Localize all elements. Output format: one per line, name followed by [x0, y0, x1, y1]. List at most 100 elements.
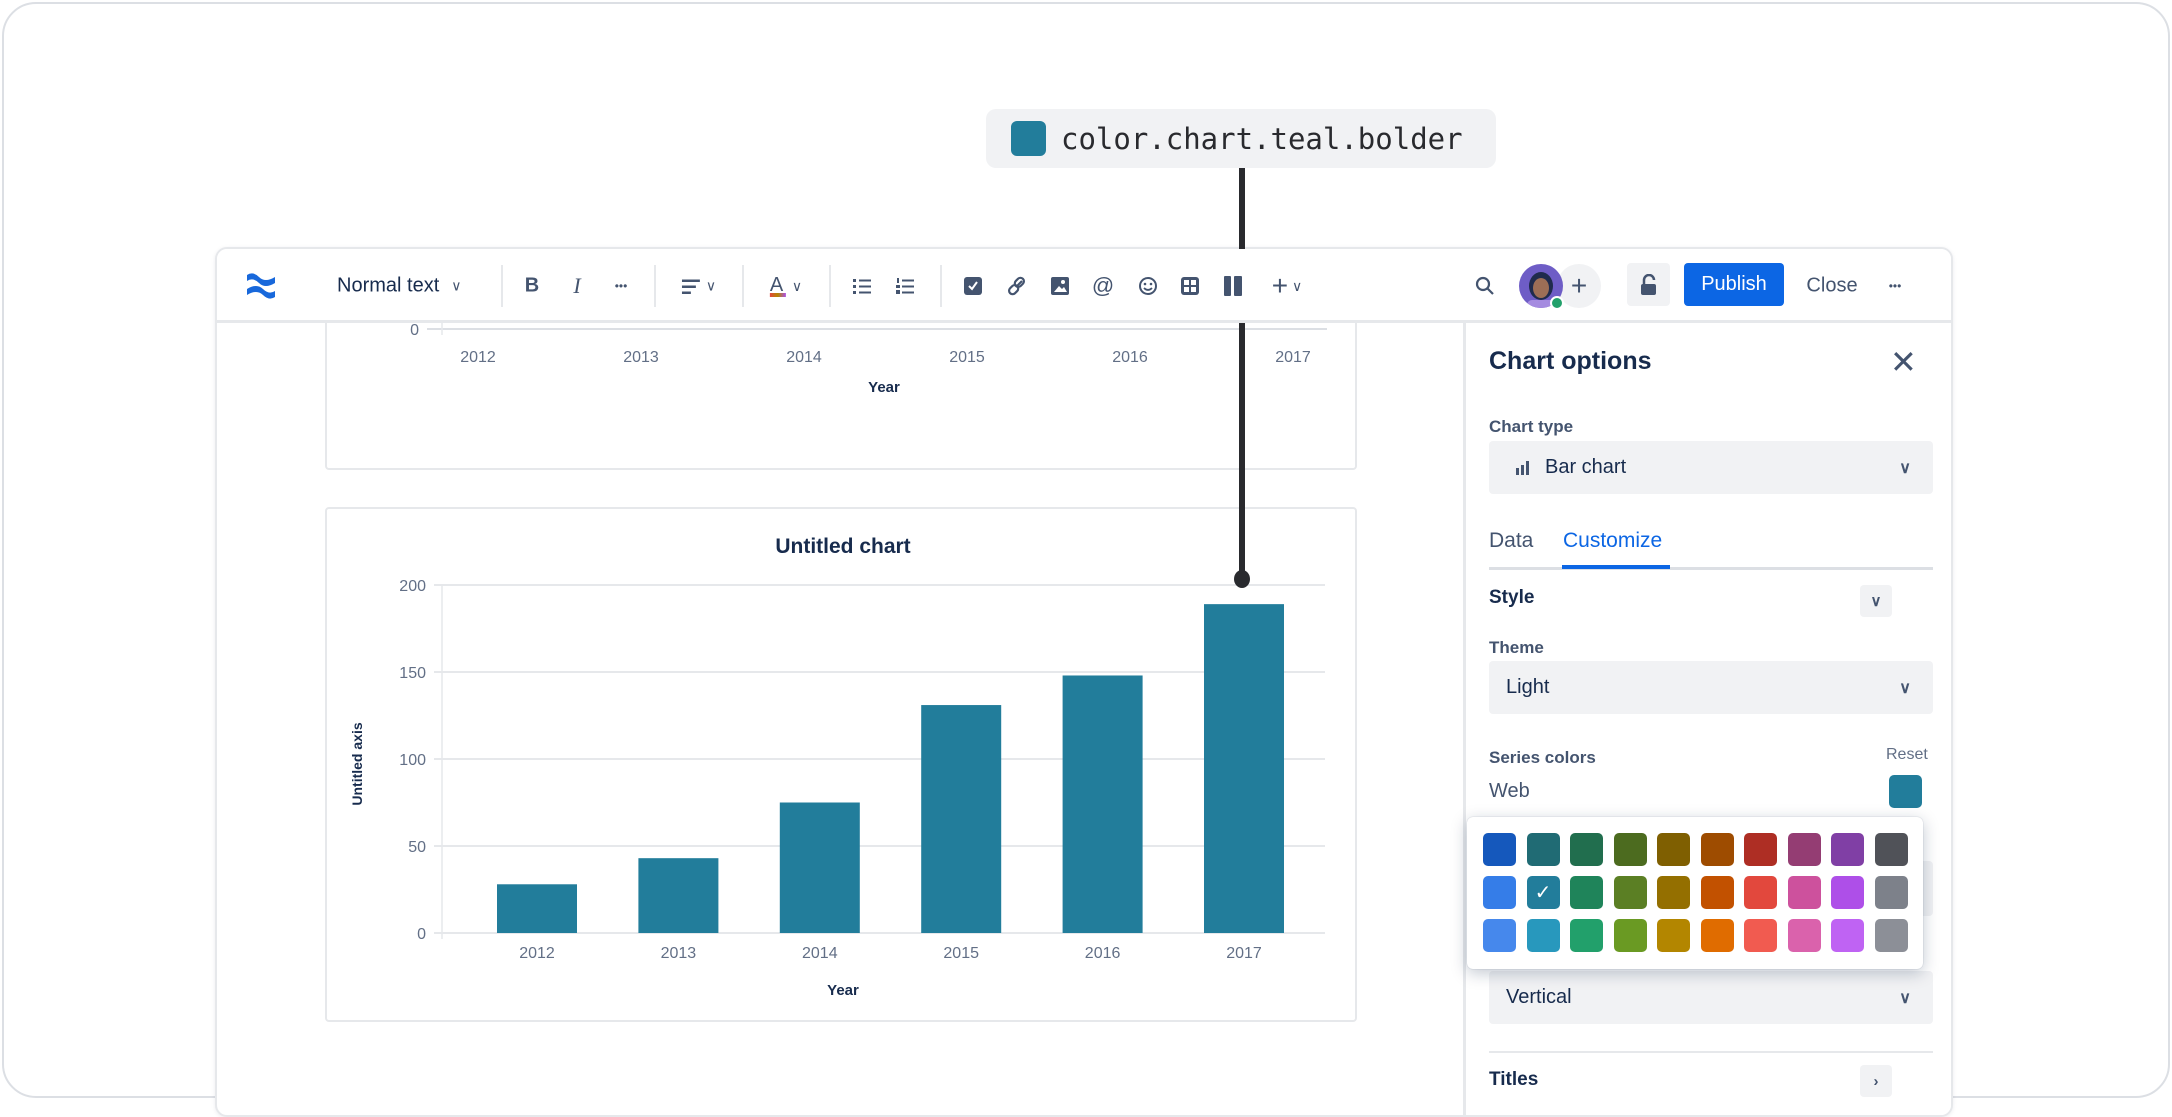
color-swatch[interactable]: [1831, 919, 1864, 952]
confluence-logo-icon[interactable]: [245, 271, 277, 301]
publish-button[interactable]: Publish: [1684, 263, 1784, 306]
series-name: Web: [1489, 780, 1530, 802]
color-swatch[interactable]: [1613, 919, 1647, 952]
chart-type-label: Chart type: [1489, 417, 1574, 436]
svg-text:A: A: [770, 274, 784, 296]
divider: [501, 265, 503, 307]
theme-value: Light: [1506, 676, 1550, 698]
color-swatch[interactable]: [1657, 833, 1690, 866]
search-button[interactable]: [1475, 276, 1495, 296]
bar: [497, 884, 577, 933]
align-left-icon: [681, 279, 700, 294]
alignment-button[interactable]: ∨: [681, 278, 716, 295]
color-swatch[interactable]: [1613, 876, 1647, 909]
color-token-callout: color.chart.teal.bolder: [986, 109, 1496, 168]
color-swatch[interactable]: [1483, 833, 1516, 866]
close-panel-icon[interactable]: ✕: [1890, 344, 1917, 380]
x-tick-label: 2013: [623, 349, 659, 366]
layout-button[interactable]: [1224, 276, 1242, 296]
chart-title: Untitled chart: [775, 535, 910, 558]
token-name: color.chart.teal.bolder: [1061, 121, 1463, 156]
color-swatch[interactable]: [1570, 919, 1603, 952]
x-tick-label: 2016: [1085, 945, 1121, 962]
plus-icon: +: [1271, 270, 1289, 301]
color-swatch[interactable]: [1831, 833, 1864, 866]
color-swatch[interactable]: [1483, 919, 1516, 952]
color-swatch[interactable]: [1570, 833, 1603, 866]
table-icon: [1181, 277, 1199, 295]
bar-chart-card[interactable]: Untitled chart 0 50 100 150 200 2012 2013 2014 20…: [325, 507, 1357, 1022]
tab-data[interactable]: Data: [1489, 529, 1534, 552]
orientation-select[interactable]: Vertical ∨: [1489, 971, 1933, 1024]
tab-customize[interactable]: Customize: [1563, 529, 1663, 552]
color-swatch[interactable]: [1526, 919, 1560, 952]
text-color-button[interactable]: A ∨: [768, 274, 802, 298]
reset-colors-link[interactable]: Reset: [1886, 746, 1928, 763]
color-swatch[interactable]: [1831, 876, 1864, 909]
series-color-swatch[interactable]: [1889, 775, 1922, 808]
bullet-list-button[interactable]: [853, 278, 871, 294]
bar-chart-icon: [1516, 460, 1529, 475]
color-swatch[interactable]: [1613, 833, 1647, 866]
text-style-label: Normal text: [337, 274, 440, 297]
bar-chart: Untitled chart 0 50 100 150 200 2012 2013 2014 20…: [349, 535, 1325, 999]
link-button[interactable]: [1007, 276, 1027, 296]
color-swatch[interactable]: [1874, 876, 1908, 909]
bold-button[interactable]: B: [524, 274, 540, 297]
bar: [638, 858, 719, 933]
y-axis-title: Untitled axis: [349, 722, 365, 805]
color-palette-popup: ✓: [1467, 817, 1923, 969]
numbered-list-button[interactable]: [896, 278, 914, 294]
token-swatch: [1011, 121, 1046, 156]
bar: [1062, 675, 1143, 933]
color-swatch[interactable]: [1526, 833, 1560, 866]
color-swatch[interactable]: [1570, 876, 1603, 909]
color-swatch[interactable]: [1874, 919, 1908, 952]
divider: [742, 265, 744, 307]
color-swatch[interactable]: ✓: [1526, 876, 1560, 909]
bar: [1204, 604, 1284, 933]
y-tick-label: 0: [417, 926, 426, 943]
close-button[interactable]: Close: [1806, 274, 1858, 297]
color-swatch[interactable]: [1874, 833, 1908, 866]
color-swatch[interactable]: [1700, 876, 1734, 909]
y-tick-label: 100: [399, 752, 426, 769]
color-swatch[interactable]: [1657, 876, 1690, 909]
color-swatch[interactable]: [1483, 876, 1516, 909]
table-button[interactable]: [1181, 277, 1199, 295]
mention-button[interactable]: @: [1092, 273, 1114, 299]
more-actions-button[interactable]: •••: [1888, 279, 1902, 293]
titles-expand-button[interactable]: ›: [1860, 1065, 1892, 1097]
chart-type-select[interactable]: Bar chart ∨: [1489, 441, 1933, 494]
emoji-button[interactable]: [1138, 276, 1158, 296]
italic-button[interactable]: I: [573, 273, 581, 298]
task-button[interactable]: [964, 277, 982, 295]
image-button[interactable]: [1051, 277, 1069, 295]
x-tick-label: 2017: [1275, 349, 1311, 366]
color-swatch[interactable]: [1744, 876, 1777, 909]
chevron-down-icon: ∨: [1870, 593, 1882, 610]
search-icon: [1475, 276, 1494, 295]
text-style-dropdown[interactable]: Normal text ∨: [337, 275, 462, 298]
link-icon: [1007, 276, 1026, 296]
add-collaborator-button[interactable]: +: [1557, 264, 1601, 308]
color-swatch[interactable]: [1744, 919, 1777, 952]
color-swatch[interactable]: [1700, 833, 1734, 866]
x-tick-label: 2013: [661, 945, 697, 962]
y-tick-label: 0: [410, 322, 419, 339]
restrictions-button[interactable]: [1627, 263, 1670, 306]
color-swatch[interactable]: [1657, 919, 1690, 952]
color-swatch[interactable]: [1787, 833, 1821, 866]
theme-label: Theme: [1489, 638, 1544, 657]
x-axis-title: Year: [868, 379, 900, 396]
color-swatch[interactable]: [1744, 833, 1777, 866]
x-axis-title: Year: [827, 982, 859, 999]
more-formatting-button[interactable]: •••: [614, 279, 628, 293]
image-icon: [1051, 277, 1069, 295]
theme-select[interactable]: Light ∨: [1489, 661, 1933, 714]
color-swatch[interactable]: [1700, 919, 1734, 952]
insert-button[interactable]: + ∨: [1272, 270, 1303, 302]
color-swatch[interactable]: [1787, 919, 1821, 952]
color-swatch[interactable]: [1787, 876, 1821, 909]
style-collapse-button[interactable]: ∨: [1860, 585, 1892, 617]
